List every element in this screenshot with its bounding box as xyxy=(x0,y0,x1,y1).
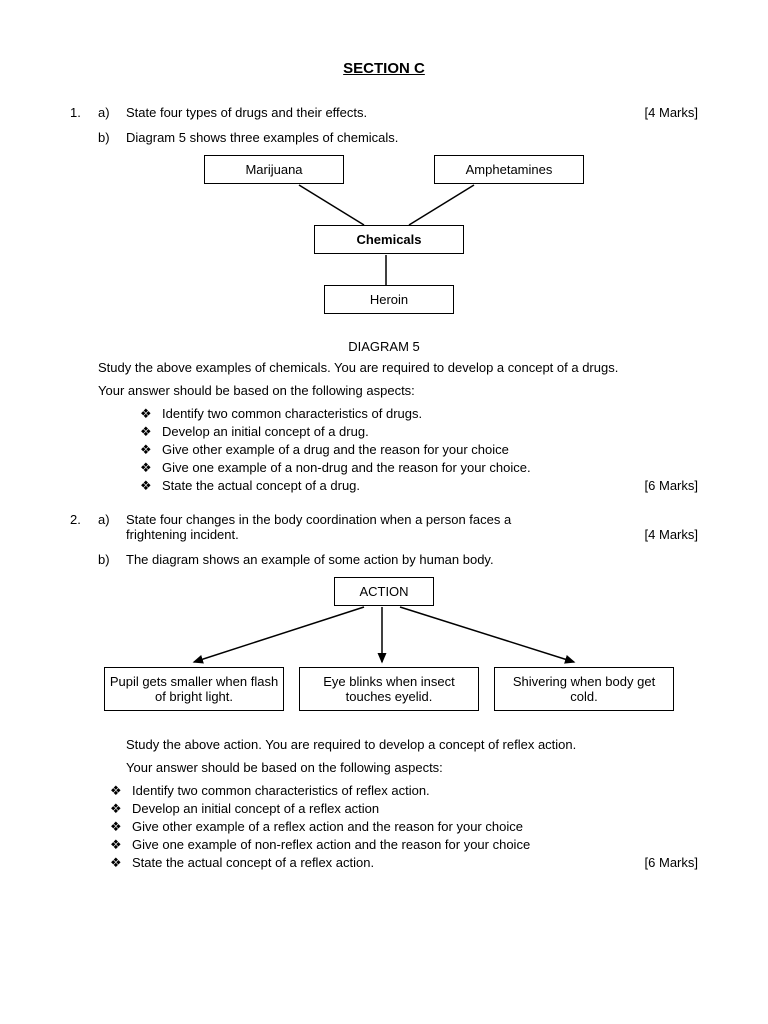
q2-aspects-marks: [6 Marks] xyxy=(625,855,698,871)
aspect-text: State the actual concept of a reflex act… xyxy=(132,855,625,871)
aspect-text: State the actual concept of a drug. xyxy=(162,478,625,494)
spacer xyxy=(70,130,98,145)
q1a-text: State four types of drugs and their effe… xyxy=(126,105,367,120)
q1-study2: Your answer should be based on the follo… xyxy=(98,383,698,398)
aspect-item: ❖Give one example of non-reflex action a… xyxy=(110,837,698,853)
aspect-item: ❖Give other example of a drug and the re… xyxy=(140,442,698,458)
q1a-row: 1. a) State four types of drugs and thei… xyxy=(70,105,698,120)
q2b-label: b) xyxy=(98,552,126,567)
q1-aspects-marks: [6 Marks] xyxy=(625,478,698,494)
section-title: SECTION C xyxy=(70,60,698,77)
aspect-item: ❖State the actual concept of a drug.[6 M… xyxy=(140,478,698,494)
spacer xyxy=(70,496,698,512)
aspect-text: Give other example of a drug and the rea… xyxy=(162,442,698,458)
bullet-icon: ❖ xyxy=(110,855,132,871)
aspect-text: Give one example of a non-drug and the r… xyxy=(162,460,698,476)
q2a-text-wrap: State four changes in the body coordinat… xyxy=(126,512,698,542)
q1b-row: b) Diagram 5 shows three examples of che… xyxy=(70,130,698,145)
aspect-text: Develop an initial concept of a drug. xyxy=(162,424,698,440)
q2b-row: b) The diagram shows an example of some … xyxy=(70,552,698,567)
box-shivering: Shivering when body get cold. xyxy=(494,667,674,711)
diagram-action: ACTION Pupil gets smaller when flash of … xyxy=(104,577,664,727)
aspect-item: ❖Develop an initial concept of a drug. xyxy=(140,424,698,440)
box-eye-blink: Eye blinks when insect touches eyelid. xyxy=(299,667,479,711)
q2a-row: 2. a) State four changes in the body coo… xyxy=(70,512,698,542)
aspect-text: Give other example of a reflex action an… xyxy=(132,819,698,835)
q1a-text-wrap: State four types of drugs and their effe… xyxy=(126,105,698,120)
box-action: ACTION xyxy=(334,577,434,606)
q1b-label: b) xyxy=(98,130,126,145)
aspect-text: Give one example of non-reflex action an… xyxy=(132,837,698,853)
bullet-icon: ❖ xyxy=(140,460,162,476)
bullet-icon: ❖ xyxy=(110,801,132,817)
spacer xyxy=(70,552,98,567)
aspect-text: Identify two common characteristics of r… xyxy=(132,783,698,799)
q2a-marks: [4 Marks] xyxy=(625,527,698,542)
box-pupil: Pupil gets smaller when flash of bright … xyxy=(104,667,284,711)
aspect-item: ❖Identify two common characteristics of … xyxy=(110,783,698,799)
q2-num: 2. xyxy=(70,512,98,542)
diagram-5: Marijuana Amphetamines Chemicals Heroin xyxy=(174,155,594,335)
aspect-item: ❖Identify two common characteristics of … xyxy=(140,406,698,422)
bullet-icon: ❖ xyxy=(110,837,132,853)
q1-num: 1. xyxy=(70,105,98,120)
q2a-label: a) xyxy=(98,512,126,542)
q1a-label: a) xyxy=(98,105,126,120)
diagram5-caption: DIAGRAM 5 xyxy=(70,339,698,354)
aspect-text: Develop an initial concept of a reflex a… xyxy=(132,801,698,817)
bullet-icon: ❖ xyxy=(140,478,162,494)
aspect-item: ❖Give other example of a reflex action a… xyxy=(110,819,698,835)
aspect-item: ❖Give one example of a non-drug and the … xyxy=(140,460,698,476)
q1b-text: Diagram 5 shows three examples of chemic… xyxy=(126,130,698,145)
bullet-icon: ❖ xyxy=(140,424,162,440)
aspect-text: Identify two common characteristics of d… xyxy=(162,406,698,422)
bullet-icon: ❖ xyxy=(140,442,162,458)
aspect-item: ❖Develop an initial concept of a reflex … xyxy=(110,801,698,817)
box-amphetamines: Amphetamines xyxy=(434,155,584,184)
q2-study2: Your answer should be based on the follo… xyxy=(126,760,698,775)
bullet-icon: ❖ xyxy=(140,406,162,422)
spacer xyxy=(70,727,698,737)
box-heroin: Heroin xyxy=(324,285,454,314)
q2b-text: The diagram shows an example of some act… xyxy=(126,552,698,567)
box-marijuana: Marijuana xyxy=(204,155,344,184)
q1-study1: Study the above examples of chemicals. Y… xyxy=(98,360,698,375)
bullet-icon: ❖ xyxy=(110,819,132,835)
q1a-marks: [4 Marks] xyxy=(625,105,698,120)
aspect-item: ❖State the actual concept of a reflex ac… xyxy=(110,855,698,871)
box-chemicals: Chemicals xyxy=(314,225,464,254)
q2-study1: Study the above action. You are required… xyxy=(126,737,698,752)
bullet-icon: ❖ xyxy=(110,783,132,799)
q1-aspects: ❖Identify two common characteristics of … xyxy=(140,406,698,494)
q2a-text: State four changes in the body coordinat… xyxy=(126,512,556,542)
q2-aspects: ❖Identify two common characteristics of … xyxy=(110,783,698,871)
page: SECTION C 1. a) State four types of drug… xyxy=(0,0,768,913)
